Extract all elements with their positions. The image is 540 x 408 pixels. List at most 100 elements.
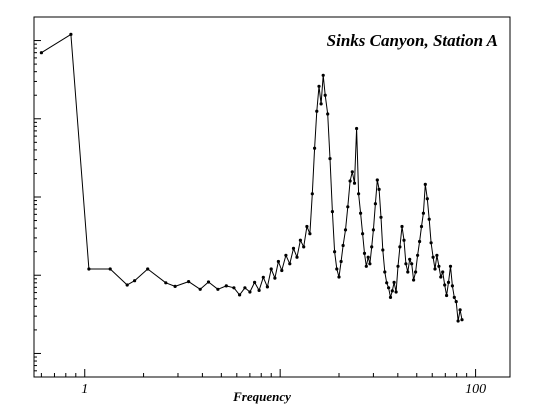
data-point <box>388 295 393 299</box>
data-point <box>387 286 391 290</box>
data-point <box>335 267 339 271</box>
data-point <box>371 228 375 232</box>
data-point <box>383 270 387 274</box>
data-point <box>390 289 394 293</box>
data-point <box>408 257 412 261</box>
data-point <box>385 281 389 285</box>
data-point <box>206 280 211 284</box>
data-point <box>87 267 91 271</box>
data-point <box>350 170 354 174</box>
data-point <box>308 232 312 236</box>
data-point <box>224 284 228 288</box>
data-point <box>326 112 330 116</box>
data-point <box>435 253 439 257</box>
chart-title: Sinks Canyon, Station A <box>327 31 498 50</box>
x-tick-label: 100 <box>465 382 486 397</box>
data-point <box>39 51 44 55</box>
data-point <box>359 211 363 215</box>
data-point <box>341 243 345 248</box>
data-point <box>410 262 414 266</box>
data-point <box>454 300 458 304</box>
data-point <box>288 262 292 266</box>
data-point <box>357 192 361 196</box>
x-axis-ticks: 1 100 <box>40 369 486 397</box>
data-point <box>373 202 377 206</box>
y-axis-ticks <box>34 16 41 378</box>
data-point <box>321 73 325 77</box>
data-point <box>276 259 280 264</box>
data-point <box>416 253 420 257</box>
data-point <box>412 278 416 282</box>
data-point <box>108 267 112 271</box>
data-point <box>445 293 449 298</box>
data-point <box>456 319 460 323</box>
data-point <box>257 288 261 292</box>
data-point <box>133 279 137 283</box>
data-point <box>216 287 220 291</box>
data-point <box>402 238 406 242</box>
data-point <box>284 253 288 257</box>
x-tick-label: 1 <box>81 382 88 397</box>
data-point <box>253 280 257 284</box>
data-point <box>361 232 365 236</box>
data-point <box>368 262 372 266</box>
data-point <box>291 246 296 250</box>
data-point <box>295 255 299 259</box>
data-point <box>433 267 437 271</box>
data-point <box>323 93 327 97</box>
data-point <box>330 210 334 214</box>
data-point <box>164 281 168 285</box>
data-point <box>346 205 350 209</box>
data-point <box>310 192 314 196</box>
data-point <box>443 283 447 287</box>
data-point <box>355 126 359 131</box>
data-point <box>125 283 129 287</box>
data-point <box>69 32 73 37</box>
data-point <box>431 255 435 259</box>
data-point <box>261 275 265 279</box>
x-axis-label: Frequency <box>232 389 291 404</box>
data-point <box>243 286 247 290</box>
data-point <box>396 264 400 268</box>
data-point <box>348 179 352 183</box>
data-point <box>352 181 357 185</box>
data-point <box>273 276 277 280</box>
series-line <box>41 33 463 322</box>
data-point <box>339 259 343 264</box>
data-point <box>313 146 317 150</box>
data-point <box>364 264 368 268</box>
data-point <box>441 270 445 274</box>
data-point <box>302 245 306 249</box>
data-point <box>429 241 433 245</box>
data-point <box>392 280 396 284</box>
data-point <box>377 187 381 191</box>
data-point <box>427 217 431 221</box>
data-point <box>366 255 370 259</box>
data-point <box>419 224 424 229</box>
data-point <box>298 238 302 242</box>
data-point <box>333 250 337 254</box>
data-point <box>425 197 429 201</box>
data-point <box>370 245 374 249</box>
data-point <box>328 157 332 161</box>
data-point <box>406 270 410 274</box>
data-point <box>232 286 236 290</box>
data-point <box>375 178 379 182</box>
data-point <box>381 248 385 252</box>
data-point <box>448 264 453 268</box>
data-point <box>379 215 383 219</box>
data-point <box>404 262 408 266</box>
data-point <box>421 211 425 215</box>
data-point <box>269 267 273 271</box>
data-point <box>305 224 309 229</box>
data-point <box>450 284 454 288</box>
data-point <box>452 295 456 299</box>
data-point <box>337 275 341 279</box>
data-point <box>280 268 284 273</box>
data-point <box>458 308 462 312</box>
data-point <box>414 270 418 274</box>
data-point <box>265 285 269 289</box>
data-point <box>437 264 441 268</box>
data-point <box>343 228 348 232</box>
